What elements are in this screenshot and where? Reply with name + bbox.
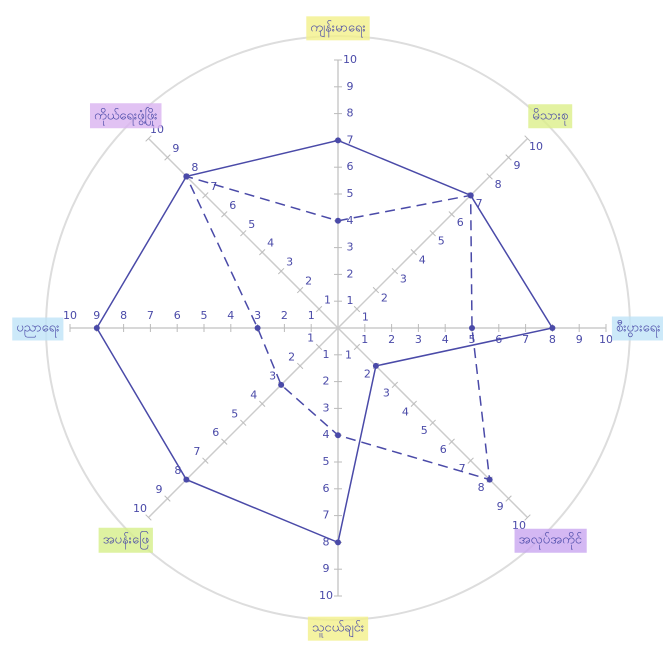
point [549,325,555,331]
axis-label: သူငယ်ချင်း [312,620,364,638]
tick-label: 4 [402,405,409,418]
tick-label: 9 [323,562,330,575]
tick-label: 4 [323,428,330,441]
axis-label: အပန်းဖြေ [103,531,149,550]
tick-label: 3 [347,241,354,254]
tick-label: 2 [281,309,288,322]
tick-label: 8 [549,333,556,346]
tick-label: 8 [120,309,127,322]
tick-label: 4 [250,388,257,401]
axis-label: ကျန်းမာရေး [310,19,365,37]
tick-label: 1 [362,311,369,324]
tick-label: 6 [212,426,219,439]
tick-label: 9 [497,500,504,513]
tick-label: 3 [286,256,293,269]
tick-label: 5 [231,407,238,420]
tick-label: 3 [323,401,330,414]
tick-label: 1 [361,333,368,346]
tick-label: 8 [495,178,502,191]
tick-label: 5 [248,218,255,231]
axis-label: မိသားစု [532,107,568,125]
point [278,382,284,388]
tick-label: 1 [347,294,354,307]
axis-label: ကိုယ်ရေးဖွံ့ဖြိုး [94,106,158,125]
tick-label: 10 [599,333,613,346]
tick-label: 1 [345,348,352,361]
tick-label: 2 [305,275,312,288]
point [94,325,100,331]
tick-label: 7 [459,462,466,475]
tick-label: 4 [227,309,234,322]
chart: 12345678910ကျန်းမာရေး12345678910မိသားစု1… [0,0,663,655]
tick-label: 7 [323,509,330,522]
tick-label: 3 [269,369,276,382]
tick-label: 6 [457,216,464,229]
tick-label: 10 [529,140,543,153]
tick-label: 9 [576,333,583,346]
tick-label: 9 [514,159,521,172]
tick-label: 2 [288,350,295,363]
tick-label: 4 [347,214,354,227]
point [469,325,475,331]
axis-label: စီးပွားရေး [616,320,661,338]
tick-label: 3 [383,386,390,399]
point [255,325,261,331]
axis-label: ပညာရေး [16,321,59,338]
tick-label: 5 [438,235,445,248]
point [373,363,379,369]
tick-label: 5 [421,424,428,437]
tick-label: 2 [388,333,395,346]
tick-label: 2 [381,292,388,305]
tick-label: 10 [63,309,77,322]
point [335,218,341,224]
tick-label: 7 [147,309,154,322]
tick-label: 8 [191,161,198,174]
tick-label: 4 [442,333,449,346]
tick-label: 6 [174,309,181,322]
tick-label: 7 [193,445,200,458]
point [183,477,189,483]
tick-label: 6 [323,482,330,495]
tick-label: 1 [324,294,331,307]
point [487,477,493,483]
tick-label: 9 [347,80,354,93]
tick-label: 10 [133,502,147,515]
tick-label: 5 [201,309,208,322]
point [335,137,341,143]
tick-label: 8 [478,481,485,494]
axis-label: အလုပ်အကိုင် [519,532,583,550]
tick-label: 9 [155,483,162,496]
point [335,539,341,545]
tick-label: 1 [323,348,330,361]
tick-label: 1 [308,309,315,322]
point [335,432,341,438]
tick-label: 2 [364,367,371,380]
tick-label: 3 [254,309,261,322]
tick-label: 6 [229,199,236,212]
tick-label: 6 [347,160,354,173]
tick-label: 9 [172,142,179,155]
tick-label: 4 [267,237,274,250]
tick-label: 5 [347,187,354,200]
tick-label: 1 [307,331,314,344]
point [468,192,474,198]
tick-label: 5 [323,455,330,468]
tick-label: 2 [323,375,330,388]
tick-label: 3 [415,333,422,346]
tick-label: 7 [210,180,217,193]
tick-label: 6 [440,443,447,456]
tick-label: 3 [400,273,407,286]
tick-label: 10 [319,589,333,602]
tick-label: 9 [93,309,100,322]
tick-label: 10 [343,53,357,66]
tick-label: 4 [419,254,426,267]
tick-label: 2 [347,267,354,280]
tick-label: 8 [347,107,354,120]
point [183,173,189,179]
